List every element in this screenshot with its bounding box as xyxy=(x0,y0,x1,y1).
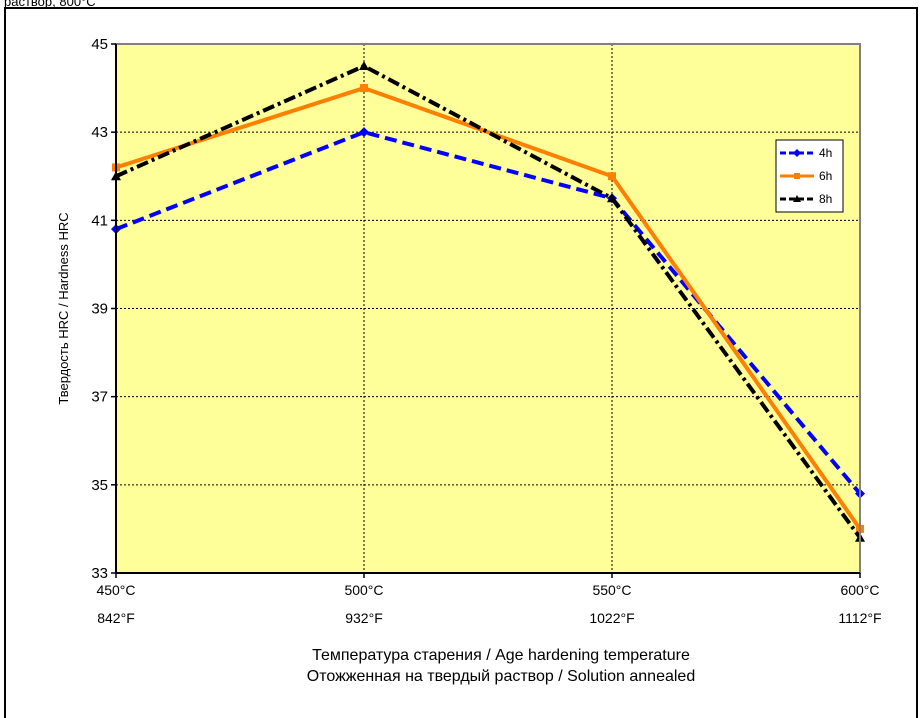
x-tick-label-secondary: 1112°F xyxy=(838,610,881,626)
legend-marker xyxy=(793,195,801,202)
y-tick-label: 37 xyxy=(91,389,108,406)
y-tick-label: 45 xyxy=(91,36,108,53)
y-tick-label: 41 xyxy=(91,212,108,229)
data-point xyxy=(608,172,616,181)
x-tick-label: 450°C xyxy=(96,582,135,598)
y-tick-label: 43 xyxy=(91,124,108,141)
x-tick-label-secondary: 932°F xyxy=(345,610,383,626)
y-tick-label: 35 xyxy=(91,477,108,494)
x-tick-label: 600°C xyxy=(840,582,879,598)
series-line xyxy=(115,64,862,539)
x-axis-label: Температура старения / Age hardening tem… xyxy=(312,647,690,664)
series-line xyxy=(115,130,862,495)
series-lines xyxy=(111,61,865,542)
legend: 4h 6h 8h xyxy=(775,139,844,213)
y-axis-label: Твердость HRC / Hardness HRC xyxy=(56,212,71,404)
legend-marker xyxy=(794,173,800,179)
data-point xyxy=(359,61,369,71)
series-line xyxy=(115,86,862,531)
top-caption: раствор, 800°C xyxy=(4,0,96,9)
axes: 33 35 37 39 41 43 45 450°C 842°F 500°C 932°F 550°C 1… xyxy=(91,36,881,626)
legend-label: 8h xyxy=(819,192,832,206)
legend-label: 6h xyxy=(819,169,832,183)
chart-frame xyxy=(4,7,918,718)
x-tick-label-secondary: 842°F xyxy=(97,610,135,626)
legend-marker xyxy=(793,149,801,157)
data-point xyxy=(607,193,617,203)
data-point xyxy=(359,127,369,138)
x-tick-label: 500°C xyxy=(344,582,383,598)
y-tick-label: 39 xyxy=(91,301,108,318)
x-tick-label-secondary: 1022°F xyxy=(589,610,634,626)
legend-label: 4h xyxy=(819,146,832,160)
x-tick-label: 550°C xyxy=(592,582,631,598)
x-axis-label-secondary: Отожженная на твердый раствор / Solution… xyxy=(307,668,695,685)
y-tick-label: 33 xyxy=(91,565,108,582)
data-point xyxy=(360,84,368,93)
